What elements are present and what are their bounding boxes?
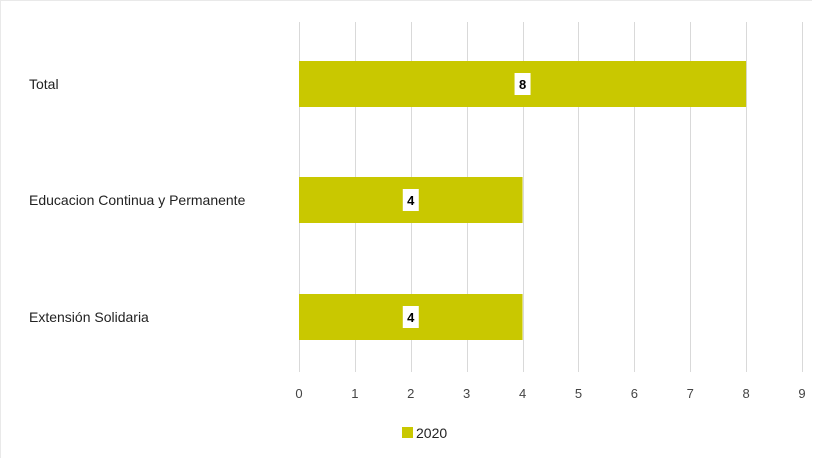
data-label-box — [402, 306, 419, 328]
x-tick-label: 7 — [687, 386, 694, 401]
category-label: Educacion Continua y Permanente — [29, 192, 246, 208]
x-tick-label: 6 — [631, 386, 638, 401]
x-axis-ticks: 0 1 2 3 4 5 6 7 8 9 — [295, 386, 805, 401]
data-labels: 8 4 4 — [402, 73, 531, 328]
data-label-box — [402, 189, 419, 211]
category-label: Extensión Solidaria — [29, 309, 149, 325]
data-label: 8 — [519, 77, 526, 92]
legend-swatch — [402, 427, 413, 438]
category-labels: Total Educacion Continua y Permanente Exte… — [29, 76, 246, 325]
legend-label: 2020 — [416, 425, 447, 441]
legend[interactable]: 2020 — [402, 425, 447, 441]
category-label: Total — [29, 76, 59, 92]
x-tick-label: 8 — [742, 386, 749, 401]
x-tick-label: 4 — [519, 386, 526, 401]
x-tick-label: 5 — [575, 386, 582, 401]
data-label-box — [514, 73, 531, 95]
data-label: 4 — [407, 193, 415, 208]
x-tick-label: 0 — [295, 386, 302, 401]
bars — [299, 61, 747, 340]
x-tick-label: 2 — [407, 386, 414, 401]
x-tick-label: 3 — [463, 386, 470, 401]
data-label: 4 — [407, 310, 415, 325]
x-tick-label: 9 — [798, 386, 805, 401]
x-tick-label: 1 — [351, 386, 358, 401]
